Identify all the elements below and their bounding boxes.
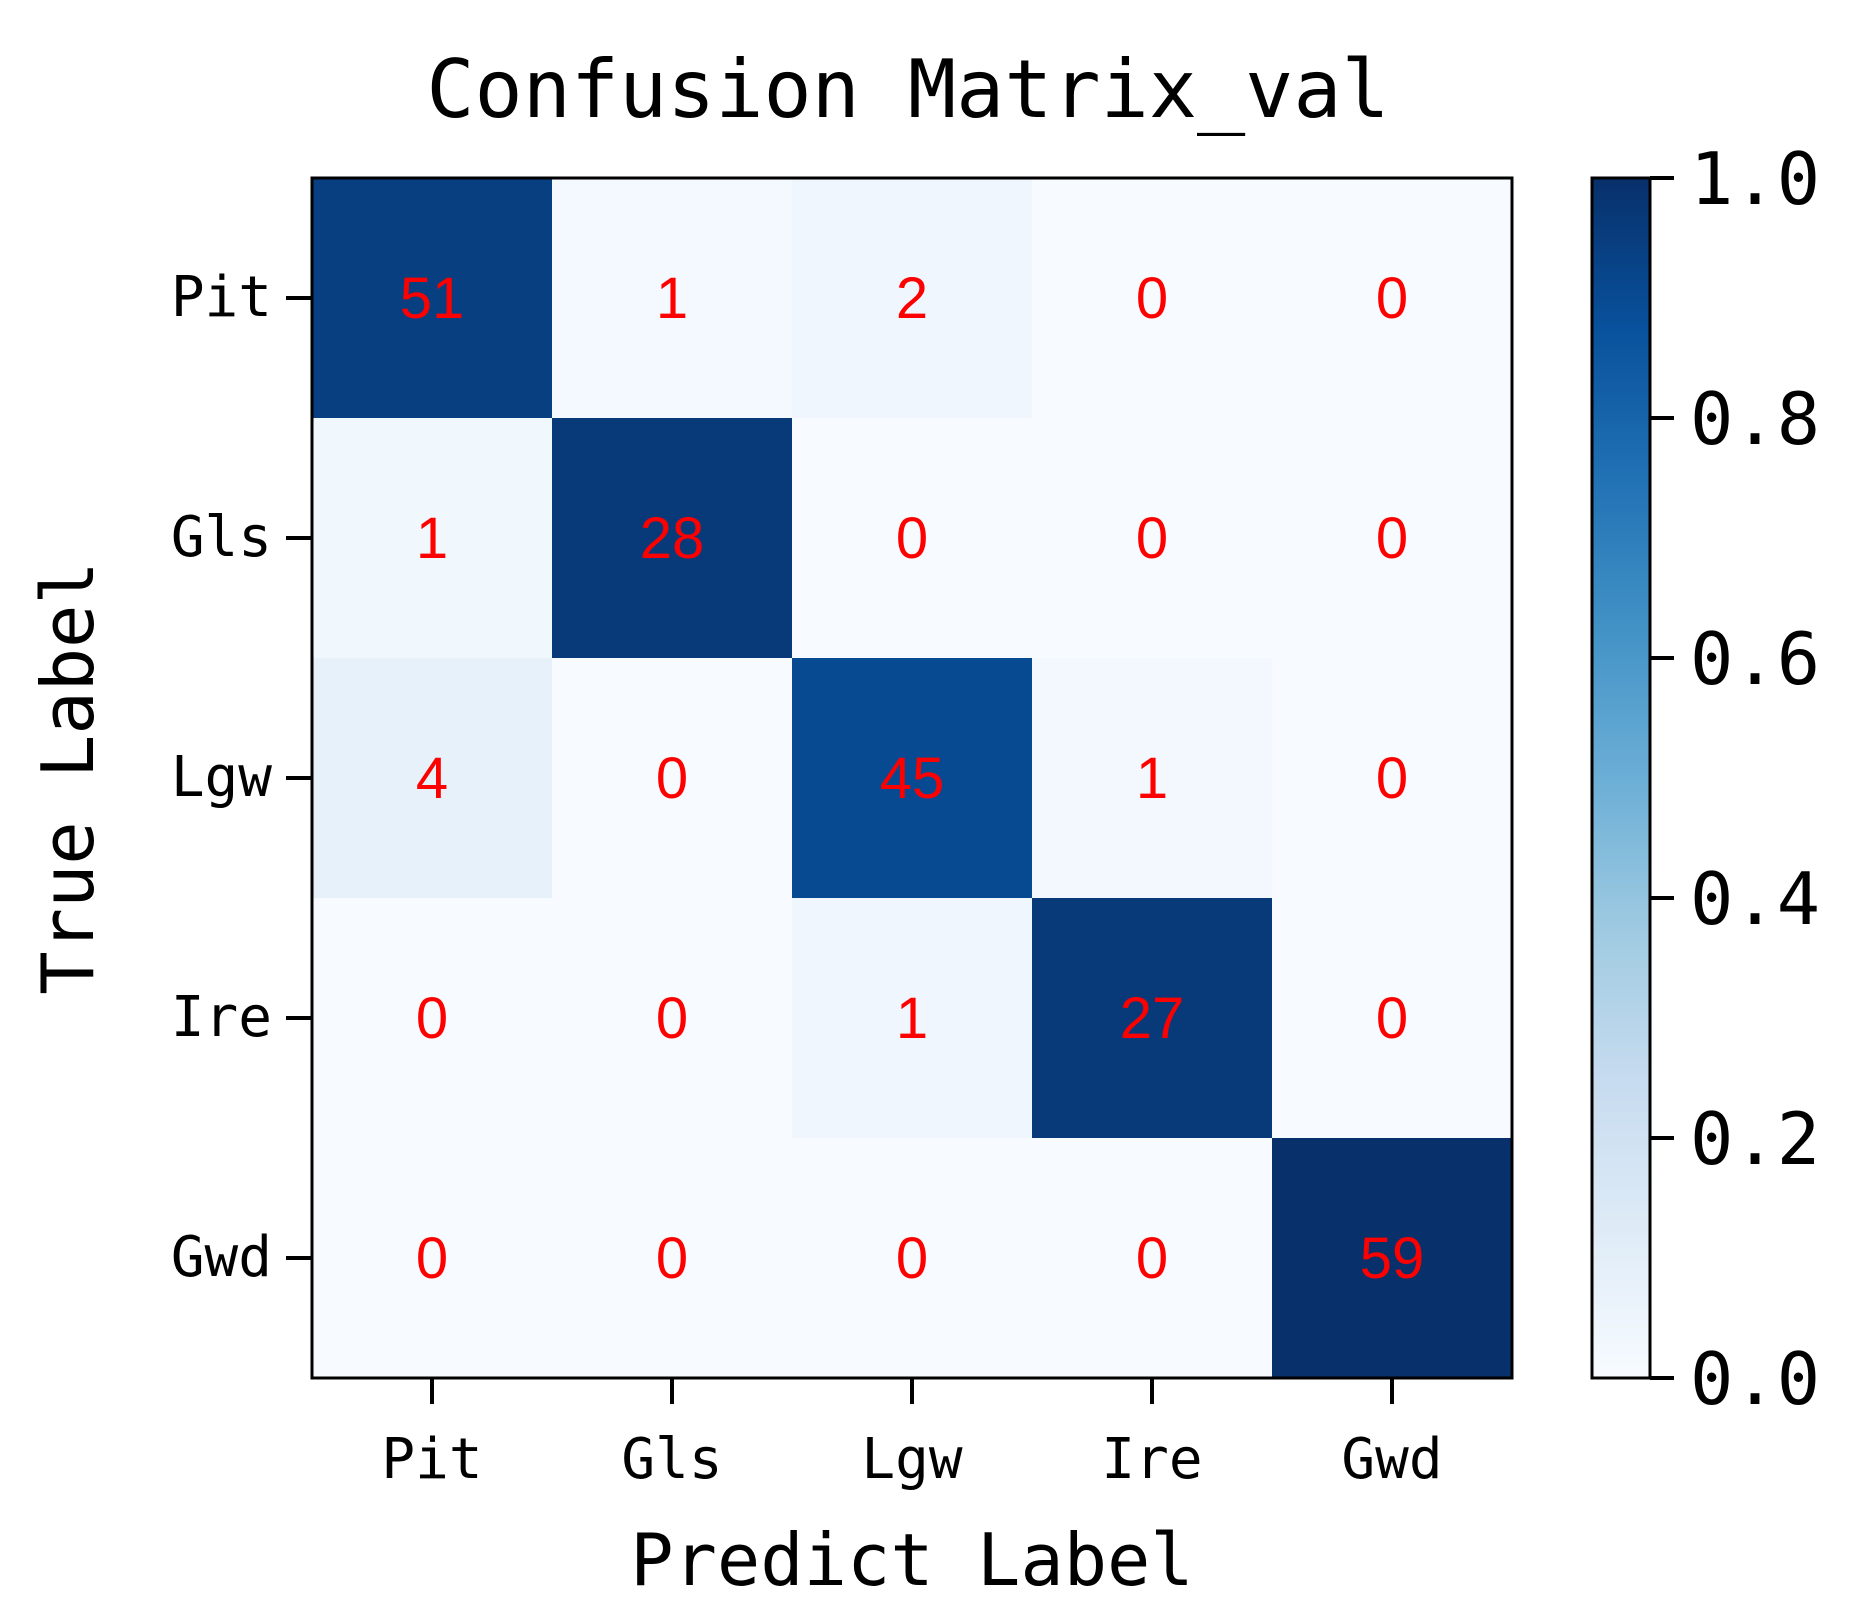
cell-value-label: 1 (1136, 746, 1168, 811)
x-tick-label: Lgw (861, 1427, 962, 1492)
matrix-cell (1032, 658, 1273, 899)
cell-value-label: 1 (656, 266, 688, 331)
cell-value-labels: 51 1 2 0 0 1 28 0 0 0 4 0 45 1 0 0 0 1 27 0 0 0 0 0 59 (400, 266, 1425, 1291)
matrix-cell (1272, 898, 1513, 1139)
matrix-cell (1032, 898, 1273, 1139)
matrix-cell (552, 1138, 793, 1379)
colorbar-tick-label: 1.0 (1690, 137, 1820, 221)
cell-value-label: 0 (656, 746, 688, 811)
cell-value-label: 4 (416, 746, 448, 811)
matrix-cell (552, 418, 793, 659)
matrix-cell (792, 178, 1033, 419)
matrix-cell (552, 898, 793, 1139)
x-axis-ticks: Pit Gls Lgw Ire Gwd (381, 1378, 1443, 1492)
y-axis-ticks: Pit Gls Lgw Ire Gwd (171, 265, 312, 1290)
cell-value-label: 28 (640, 506, 705, 571)
cell-value-label: 0 (416, 986, 448, 1051)
matrix-cell (1272, 1138, 1513, 1379)
x-tick-label: Gls (621, 1427, 722, 1492)
cell-value-label: 0 (1376, 266, 1408, 331)
matrix-cell (1272, 418, 1513, 659)
cell-value-label: 0 (1136, 506, 1168, 571)
matrix-cell (552, 178, 793, 419)
cell-value-label: 59 (1360, 1226, 1425, 1291)
matrix-cell (1272, 658, 1513, 899)
x-tick-label: Pit (381, 1427, 482, 1492)
matrix-cell (1032, 178, 1273, 419)
matrix-cell (1032, 1138, 1273, 1379)
matrix-cell (1272, 178, 1513, 419)
matrix-cell (552, 658, 793, 899)
cell-value-label: 0 (1136, 1226, 1168, 1291)
matrix-cell (312, 178, 553, 419)
matrix-cell (312, 658, 553, 899)
matrix-cells (312, 178, 1513, 1379)
cell-value-label: 0 (656, 1226, 688, 1291)
matrix-cell (792, 898, 1033, 1139)
matrix-cell (312, 1138, 553, 1379)
cell-value-label: 45 (880, 746, 945, 811)
colorbar-tick-label: 0.8 (1690, 377, 1820, 461)
matrix-cell (1032, 418, 1273, 659)
colorbar-tick-label: 0.0 (1690, 1337, 1820, 1421)
y-tick-label: Lgw (171, 745, 272, 810)
y-tick-label: Ire (171, 985, 272, 1050)
cell-value-label: 51 (400, 266, 465, 331)
cell-value-label: 0 (896, 1226, 928, 1291)
colorbar-tick-label: 0.4 (1690, 857, 1820, 941)
cell-value-label: 0 (1376, 506, 1408, 571)
colorbar-tick-label: 0.6 (1690, 617, 1820, 701)
y-tick-label: Gwd (171, 1225, 272, 1290)
y-tick-label: Pit (171, 265, 272, 330)
matrix-cell (792, 418, 1033, 659)
matrix-cell (312, 898, 553, 1139)
cell-value-label: 0 (416, 1226, 448, 1291)
matrix-cell (312, 418, 553, 659)
colorbar (1590, 176, 1652, 1380)
cell-value-label: 0 (656, 986, 688, 1051)
matrix-cell (792, 658, 1033, 899)
cell-value-label: 0 (1376, 986, 1408, 1051)
matrix-cell (792, 1138, 1033, 1379)
colorbar-tick-label: 0.2 (1690, 1097, 1820, 1181)
x-tick-label: Gwd (1341, 1427, 1442, 1492)
cell-value-label: 0 (1376, 746, 1408, 811)
cell-value-label: 1 (896, 986, 928, 1051)
cell-value-label: 2 (896, 266, 928, 331)
cell-value-label: 27 (1120, 986, 1185, 1051)
y-tick-label: Gls (171, 505, 272, 570)
cell-value-label: 0 (896, 506, 928, 571)
y-axis-label: True Label (26, 561, 110, 994)
cell-value-label: 0 (1136, 266, 1168, 331)
colorbar-ticks: 0.0 0.2 0.4 0.6 0.8 1.0 (1650, 137, 1820, 1421)
chart-title: Confusion Matrix_val (426, 43, 1389, 136)
x-tick-label: Ire (1101, 1427, 1202, 1492)
x-axis-label: Predict Label (630, 1518, 1194, 1602)
cell-value-label: 1 (416, 506, 448, 571)
